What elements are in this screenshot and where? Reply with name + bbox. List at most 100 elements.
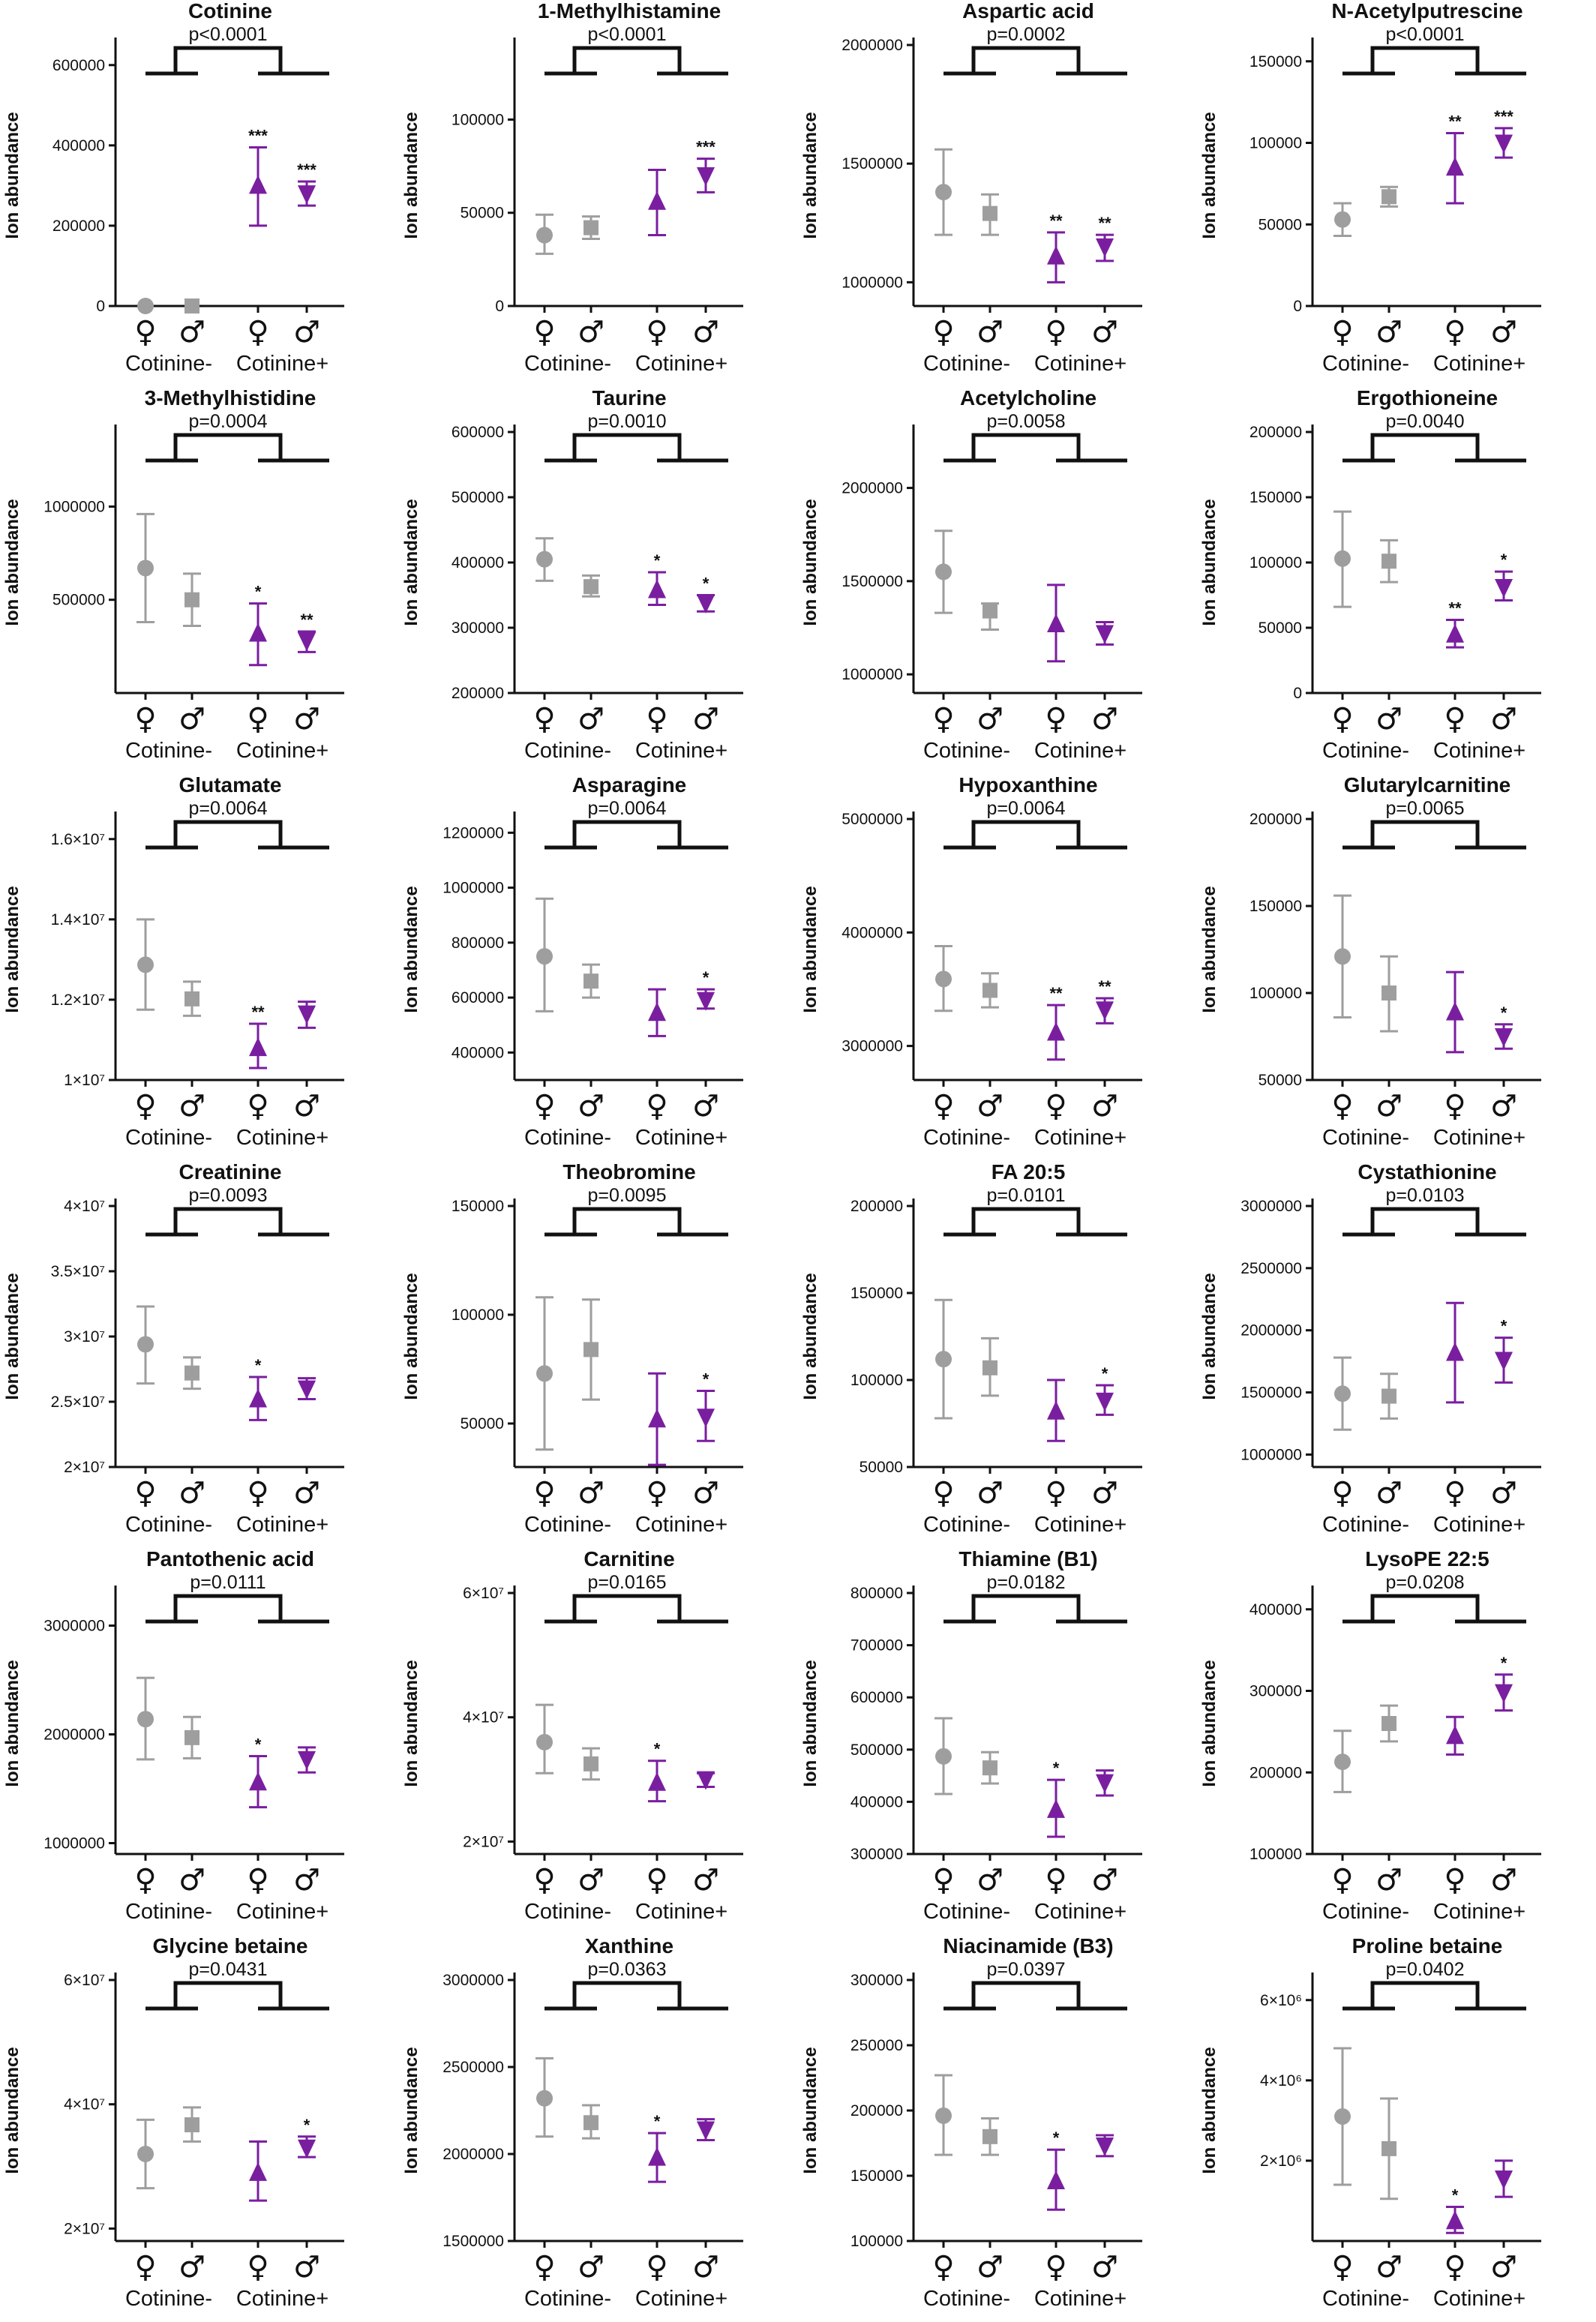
data-point <box>249 175 267 194</box>
data-point <box>1495 1684 1513 1703</box>
group-label: Cotinine+ <box>635 1513 728 1537</box>
sex-symbol-icon: ♀ <box>134 1863 156 1898</box>
y-tick-label: 1000000 <box>442 880 504 897</box>
data-point <box>249 622 267 642</box>
y-tick-label: 200000 <box>1250 424 1302 441</box>
sex-symbol-icon: ♂ <box>692 702 719 736</box>
sex-symbol-icon: ♂ <box>1490 702 1517 736</box>
sex-symbol-icon: ♂ <box>976 1089 1004 1124</box>
significance-marker: * <box>1501 550 1508 569</box>
significance-bracket <box>1342 433 1526 463</box>
group-label: Cotinine+ <box>1034 352 1126 376</box>
sex-symbol-icon: ♂ <box>1490 1863 1517 1898</box>
y-tick-label: 2000000 <box>1240 1322 1302 1340</box>
data-point <box>1446 2210 1464 2230</box>
chart-panel: 1-Methylhistamine Ion abundance 0 50000 1000… <box>401 0 743 376</box>
group-label: Cotinine- <box>125 739 212 763</box>
y-tick-label: 4×10⁶ <box>1260 2072 1302 2090</box>
data-point <box>184 1365 200 1381</box>
data-point <box>982 1760 998 1776</box>
sex-symbol-icon: ♀ <box>646 702 668 736</box>
group-label: Cotinine+ <box>1433 352 1526 376</box>
sex-symbol-icon: ♂ <box>178 1089 206 1124</box>
significance-marker: * <box>654 1740 661 1759</box>
chart-title: Creatinine <box>179 1160 282 1184</box>
sex-symbol-icon: ♂ <box>692 2250 719 2284</box>
sex-symbol-icon: ♂ <box>178 1863 206 1898</box>
sex-symbol-icon: ♀ <box>1045 1863 1066 1898</box>
y-tick-label: 400000 <box>52 137 105 154</box>
chart-panel: Glutarylcarnitine Ion abundance 50000 10000… <box>1199 773 1541 1150</box>
y-tick-label: 0 <box>1293 685 1302 702</box>
data-point <box>137 298 154 314</box>
data-point <box>648 190 666 210</box>
chart-title: Glutarylcarnitine <box>1344 773 1511 796</box>
data-point <box>184 298 200 314</box>
chart-title: Pantothenic acid <box>146 1547 314 1570</box>
significance-bracket <box>1342 820 1526 850</box>
sex-symbol-icon: ♂ <box>1490 2250 1517 2284</box>
y-tick-label: 100000 <box>1250 1846 1302 1863</box>
y-tick-label: 500000 <box>452 489 504 506</box>
chart-title: Glutamate <box>179 773 282 796</box>
y-tick-label: 500000 <box>850 1742 903 1759</box>
data-point <box>1382 986 1396 1000</box>
data-point <box>184 1730 200 1745</box>
significance-bracket <box>944 1981 1127 2011</box>
group-label: Cotinine+ <box>1433 1126 1526 1150</box>
y-tick-label: 50000 <box>460 1415 504 1432</box>
data-point <box>298 2139 316 2158</box>
group-label: Cotinine- <box>923 2287 1010 2311</box>
data-point <box>1096 625 1114 644</box>
y-axis-label: Ion abundance <box>401 112 422 238</box>
group-label: Cotinine- <box>524 2287 611 2311</box>
sex-symbol-icon: ♂ <box>578 1089 604 1124</box>
data-point <box>184 592 200 608</box>
sex-symbol-icon: ♀ <box>932 315 954 350</box>
y-tick-label: 1000000 <box>842 666 903 683</box>
data-point <box>1382 1716 1396 1731</box>
chart-title: FA 20:5 <box>992 1160 1066 1184</box>
y-tick-label: 600000 <box>52 57 105 74</box>
y-axis-label: Ion abundance <box>1199 886 1220 1012</box>
p-value-label: p=0.0064 <box>588 798 667 819</box>
p-value-label: p=0.0101 <box>987 1185 1066 1206</box>
sex-symbol-icon: ♀ <box>533 1089 555 1124</box>
chart-title: Carnitine <box>584 1547 674 1570</box>
sex-symbol-icon: ♂ <box>1376 1863 1402 1898</box>
chart-title: Acetylcholine <box>960 386 1096 410</box>
sex-symbol-icon: ♂ <box>1376 1476 1402 1510</box>
y-axis-label: Ion abundance <box>2 112 22 238</box>
sex-symbol-icon: ♂ <box>178 702 206 736</box>
group-label: Cotinine- <box>923 1513 1010 1537</box>
significance-bracket <box>146 1981 329 2011</box>
significance-marker: ** <box>300 610 314 629</box>
y-tick-label: 400000 <box>452 554 504 572</box>
p-value-label: p=0.0065 <box>1386 798 1465 819</box>
sex-symbol-icon: ♂ <box>692 315 719 350</box>
significance-bracket <box>146 1594 329 1624</box>
group-label: Cotinine- <box>923 352 1010 376</box>
chart-title: LysoPE 22:5 <box>1365 1547 1489 1570</box>
group-label: Cotinine- <box>923 1126 1010 1150</box>
chart-panel: Asparagine Ion abundance 400000 600000 80000… <box>401 773 743 1150</box>
significance-marker: * <box>255 1736 262 1754</box>
data-point <box>1446 1001 1464 1021</box>
y-tick-label: 3×10⁷ <box>64 1328 105 1346</box>
y-tick-label: 1000000 <box>44 1835 105 1852</box>
chart-title: Proline betaine <box>1352 1934 1503 1958</box>
group-label: Cotinine- <box>923 1900 1010 1924</box>
y-tick-label: 1200000 <box>442 824 504 842</box>
y-axis-label: Ion abundance <box>401 1660 422 1786</box>
y-axis-label: Ion abundance <box>1199 2047 1220 2174</box>
significance-marker: *** <box>248 127 268 146</box>
p-value-label: p=0.0064 <box>189 798 268 819</box>
data-point <box>298 1750 316 1770</box>
y-tick-label: 2000000 <box>842 37 903 54</box>
chart-title: Theobromine <box>562 1160 695 1184</box>
group-label: Cotinine- <box>524 1126 611 1150</box>
sex-symbol-icon: ♀ <box>1331 702 1353 736</box>
sex-symbol-icon: ♀ <box>1331 2250 1353 2284</box>
p-value-label: p=0.0002 <box>987 24 1066 45</box>
group-label: Cotinine+ <box>635 1126 728 1150</box>
